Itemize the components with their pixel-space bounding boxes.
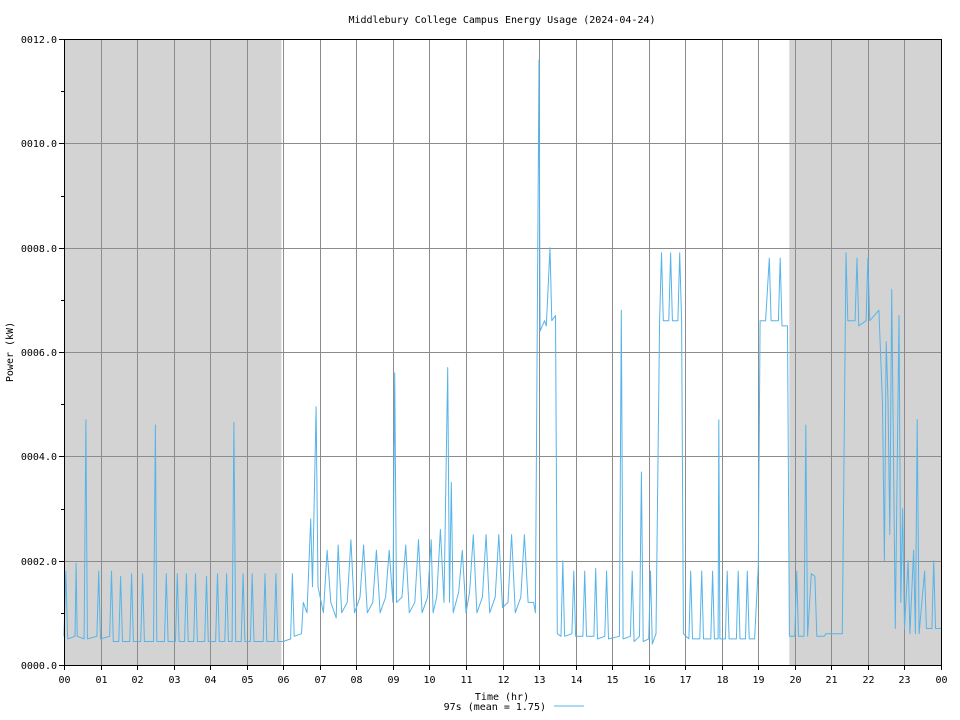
legend-label: 97s (mean = 1.75) <box>444 702 546 713</box>
x-tick-label: 00 <box>935 675 947 686</box>
x-tick-label: 22 <box>862 675 874 686</box>
y-tick-label: 0002.0 <box>21 557 57 568</box>
axis-ticks <box>59 39 942 670</box>
x-tick-label: 13 <box>533 675 545 686</box>
x-axis-label: Time (hr) <box>475 692 529 703</box>
x-tick-label: 08 <box>350 675 362 686</box>
x-tick-label: 16 <box>643 675 655 686</box>
x-tick-label: 00 <box>58 675 70 686</box>
x-tick-label: 01 <box>95 675 107 686</box>
x-tick-label: 04 <box>204 675 216 686</box>
x-tick-labels: 00 01 02 03 04 05 06 07 08 09 10 11 12 13 14 15 16 17 18 19… <box>58 675 947 686</box>
x-tick-label: 17 <box>679 675 691 686</box>
x-tick-label: 02 <box>131 675 143 686</box>
x-tick-label: 03 <box>168 675 180 686</box>
y-tick-labels: 0000.0 0002.0 0004.0 0006.0 0008.0 0010.0 0012… <box>21 35 57 672</box>
y-tick-label: 0012.0 <box>21 35 57 46</box>
x-tick-label: 10 <box>423 675 435 686</box>
x-tick-label: 23 <box>898 675 910 686</box>
x-tick-label: 20 <box>789 675 801 686</box>
chart-title: Middlebury College Campus Energy Usage (… <box>348 15 655 26</box>
x-tick-label: 05 <box>241 675 253 686</box>
grid-lines <box>64 39 941 665</box>
x-tick-label: 12 <box>497 675 509 686</box>
x-tick-label: 19 <box>752 675 764 686</box>
y-tick-label: 0000.0 <box>21 661 57 672</box>
y-axis-label: Power (kW) <box>5 322 16 382</box>
y-tick-label: 0004.0 <box>21 452 57 463</box>
series-layer <box>63 59 941 645</box>
x-tick-label: 06 <box>277 675 289 686</box>
x-tick-label: 21 <box>825 675 837 686</box>
y-tick-label: 0010.0 <box>21 139 57 150</box>
y-tick-label: 0006.0 <box>21 348 57 359</box>
x-tick-label: 15 <box>606 675 618 686</box>
x-tick-label: 11 <box>460 675 472 686</box>
x-tick-label: 18 <box>716 675 728 686</box>
x-tick-label: 07 <box>314 675 326 686</box>
power-series-line-0 <box>63 59 941 645</box>
x-tick-label: 09 <box>387 675 399 686</box>
y-tick-label: 0008.0 <box>21 244 57 255</box>
x-tick-label: 14 <box>570 675 582 686</box>
